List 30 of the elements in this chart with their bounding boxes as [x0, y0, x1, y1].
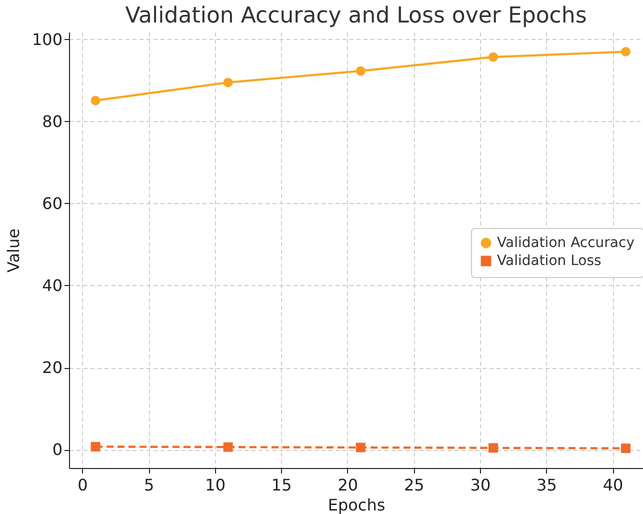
y-tick-label: 20	[42, 358, 62, 378]
y-tick-label: 60	[42, 194, 62, 213]
point	[356, 66, 366, 76]
x-tick-label: 20	[338, 476, 358, 494]
point	[488, 52, 498, 62]
y-axis-title: Value	[4, 228, 23, 272]
point	[90, 442, 100, 452]
x-tick-label: 15	[271, 476, 292, 494]
x-tick-label: 25	[404, 476, 424, 494]
x-tick-label: 10	[205, 476, 226, 494]
x-axis-title: Epochs	[328, 496, 386, 514]
x-tick-label: 5	[144, 476, 154, 494]
point	[90, 96, 100, 106]
x-tick-label: 40	[602, 476, 624, 494]
point	[223, 78, 233, 88]
y-tick-label: 80	[42, 112, 62, 131]
point	[621, 444, 631, 454]
x-tick-label: 0	[78, 476, 88, 494]
point	[223, 442, 233, 452]
chart-title: Validation Accuracy and Loss over Epochs	[125, 3, 587, 28]
legend-label: Validation Accuracy	[497, 235, 634, 251]
x-tick-label: 30	[470, 476, 491, 494]
point	[488, 443, 498, 453]
legend-label: Validation Loss	[497, 253, 602, 269]
y-tick-label: 40	[42, 276, 62, 295]
y-tick-label: 0	[52, 440, 62, 460]
point	[356, 442, 366, 452]
x-tick-label: 35	[536, 476, 557, 494]
point	[621, 46, 631, 56]
y-tick-label: 100	[32, 30, 62, 49]
